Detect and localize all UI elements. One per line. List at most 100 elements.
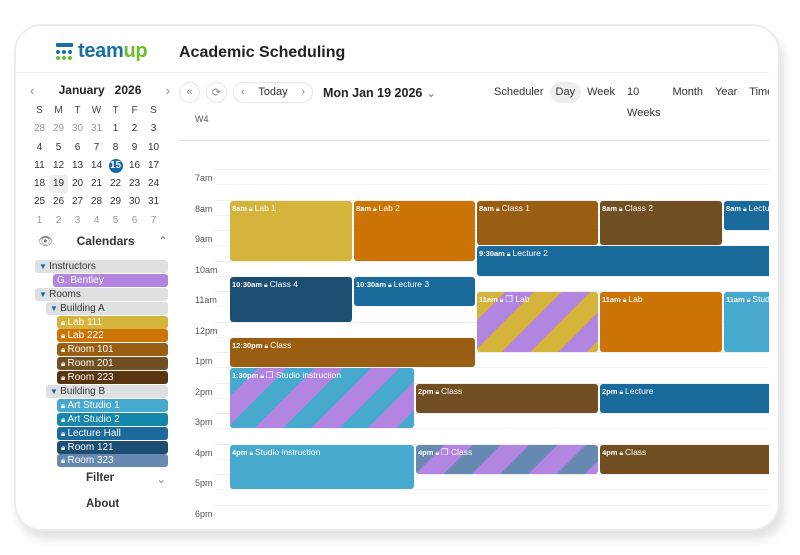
event-block[interactable]: 8am 🔒︎ Class 1 — [477, 200, 598, 246]
mini-day[interactable]: 30 — [128, 196, 141, 208]
mini-day[interactable]: 23 — [128, 178, 141, 190]
calendar-item[interactable]: 🔒︎ Lab 111 — [57, 315, 168, 329]
mini-day[interactable]: 2 — [131, 123, 138, 135]
view-tab-year[interactable]: Year — [715, 86, 738, 98]
collapse-sidebar-button[interactable]: « — [179, 81, 200, 103]
mini-day[interactable]: 25 — [33, 196, 46, 208]
calendar-item[interactable]: 🔒︎ Room 323 — [57, 454, 168, 468]
next-day-button[interactable]: › — [301, 86, 305, 98]
mini-day[interactable]: 18 — [33, 178, 46, 190]
mini-day[interactable]: 14 — [90, 159, 103, 171]
event-block[interactable]: 2pm 🔒︎ Lecture — [600, 383, 769, 413]
filter-section[interactable]: Filter ⌄ — [86, 472, 166, 486]
event-block[interactable]: 12:30pm 🔒︎ Class — [230, 337, 475, 368]
event-block[interactable]: 10:30am 🔒︎ Lecture 3 — [354, 276, 475, 307]
mini-day[interactable]: 29 — [52, 123, 65, 135]
eye-icon[interactable]: 👁 — [38, 234, 54, 248]
mini-day[interactable]: 1 — [112, 123, 119, 135]
calendar-group[interactable]: ▼ Instructors — [35, 260, 168, 273]
event-block[interactable]: 4pm 🔒︎ ❐ Class — [416, 444, 598, 474]
event-block[interactable]: 11am 🔒︎ Studio instruction — [724, 292, 769, 352]
mini-day[interactable]: 10 — [147, 141, 160, 153]
mini-day[interactable]: 22 — [109, 178, 122, 190]
event-block[interactable]: 4pm 🔒︎ Class — [600, 444, 769, 474]
event-block[interactable]: 8am 🔒︎ Lecture — [724, 200, 769, 230]
calendar-item[interactable]: 🔒︎ Room 121 — [57, 440, 168, 454]
mini-day[interactable]: 3 — [74, 214, 81, 226]
mini-day[interactable]: 4 — [93, 214, 100, 226]
mini-day[interactable]: 7 — [93, 141, 100, 153]
mini-day[interactable]: 17 — [147, 159, 160, 171]
mini-day[interactable]: 2 — [55, 214, 62, 226]
event-block[interactable]: 10:30am 🔒︎ Class 4 — [230, 276, 352, 322]
mini-day[interactable]: 20 — [71, 178, 84, 190]
calendar-group[interactable]: ▼ Rooms — [35, 287, 168, 301]
event-block[interactable]: 11am 🔒︎ Lab — [600, 292, 722, 352]
chevron-up-icon[interactable]: ⌃ — [157, 234, 168, 248]
calendar-group[interactable]: ▼ Building B — [46, 385, 168, 399]
calendar-item[interactable]: 🔒︎ Room 201 — [57, 357, 168, 371]
mini-day[interactable]: 29 — [109, 196, 122, 208]
teamup-logo[interactable]: teamup — [56, 40, 148, 63]
calendar-item[interactable]: 🔒︎ Lecture Hall — [57, 426, 168, 440]
calendar-item[interactable]: 🔒︎ Art Studio 2 — [57, 412, 168, 426]
view-tab-day[interactable]: Day — [549, 82, 582, 103]
mini-day[interactable]: 15 — [108, 158, 123, 173]
view-tab-10-weeks[interactable]: 10 Weeks — [627, 86, 661, 119]
calendar-item[interactable]: 🔒︎ Lab 222 — [57, 329, 168, 343]
mini-day[interactable]: 8 — [112, 141, 119, 153]
mini-day[interactable]: 28 — [33, 123, 46, 135]
event-block[interactable]: 2pm 🔒︎ Class — [416, 383, 598, 413]
calendar-item[interactable]: 🔒︎ Art Studio 1 — [57, 398, 168, 412]
mini-day[interactable]: 1 — [36, 214, 43, 226]
today-button[interactable]: Today — [258, 86, 288, 98]
calendar-group[interactable]: ▼ Building A — [46, 301, 168, 315]
refresh-button[interactable]: ⟳ — [206, 81, 227, 103]
event-block[interactable]: 11am 🔒︎ ❐ Lab — [477, 292, 598, 352]
mini-day[interactable]: 30 — [71, 123, 84, 135]
mini-day[interactable]: 26 — [52, 196, 65, 208]
mini-day[interactable]: 31 — [90, 123, 103, 135]
caret-down-icon[interactable]: ▼ — [39, 289, 50, 299]
mini-day[interactable]: 13 — [71, 159, 84, 171]
view-tab-week[interactable]: Week — [587, 86, 616, 98]
mini-day[interactable]: 5 — [55, 141, 62, 153]
date-picker[interactable]: Mon Jan 19 2026 ⌄ — [323, 85, 436, 100]
event-block[interactable]: 8am 🔒︎ Lab 2 — [354, 200, 475, 261]
calendar-item[interactable]: 🔒︎ Room 101 — [57, 343, 168, 357]
next-month-button[interactable]: › — [165, 82, 170, 98]
mini-day[interactable]: 16 — [128, 159, 141, 171]
prev-month-button[interactable]: ‹ — [30, 82, 35, 98]
caret-down-icon[interactable]: ▼ — [39, 262, 50, 271]
event-block[interactable]: 1:30pm 🔒︎ ❐ Studio instruction — [230, 368, 414, 429]
mini-day[interactable]: 28 — [90, 196, 103, 208]
event-block[interactable]: 8am 🔒︎ Lab 1 — [230, 200, 352, 261]
calendar-item[interactable]: G. Bentley — [53, 273, 168, 287]
calendars-header[interactable]: 👁 Calendars ⌃ — [38, 234, 168, 248]
event-block[interactable]: 8am 🔒︎ Class 2 — [600, 200, 722, 246]
about-section[interactable]: About — [86, 498, 120, 510]
caret-down-icon[interactable]: ▼ — [50, 303, 61, 313]
mini-day[interactable]: 31 — [147, 196, 160, 208]
view-tab-timeline[interactable]: Timeline — [749, 86, 769, 98]
mini-day[interactable]: 19 — [49, 175, 68, 194]
mini-day[interactable]: 5 — [112, 214, 119, 226]
mini-day[interactable]: 24 — [147, 178, 160, 190]
prev-day-button[interactable]: ‹ — [241, 86, 245, 98]
mini-day[interactable]: 4 — [36, 141, 43, 153]
mini-day[interactable]: 6 — [74, 141, 81, 153]
view-tab-month[interactable]: Month — [672, 86, 704, 98]
mini-day[interactable]: 27 — [71, 196, 84, 208]
mini-day[interactable]: 21 — [90, 178, 103, 190]
mini-day[interactable]: 12 — [52, 159, 65, 171]
mini-day[interactable]: 6 — [131, 214, 138, 226]
mini-day[interactable]: 7 — [150, 214, 157, 226]
view-tab-scheduler[interactable]: Scheduler — [494, 86, 544, 98]
mini-day[interactable]: 9 — [131, 141, 138, 153]
mini-day[interactable]: 11 — [34, 159, 45, 171]
mini-day[interactable]: 3 — [150, 123, 157, 135]
event-block[interactable]: 4pm 🔒︎ Studio instruction — [230, 444, 414, 490]
caret-down-icon[interactable]: ▼ — [50, 387, 61, 397]
calendar-item[interactable]: 🔒︎ Room 223 — [57, 371, 168, 385]
event-block[interactable]: 9:30am 🔒︎ Lecture 2 — [477, 246, 769, 276]
